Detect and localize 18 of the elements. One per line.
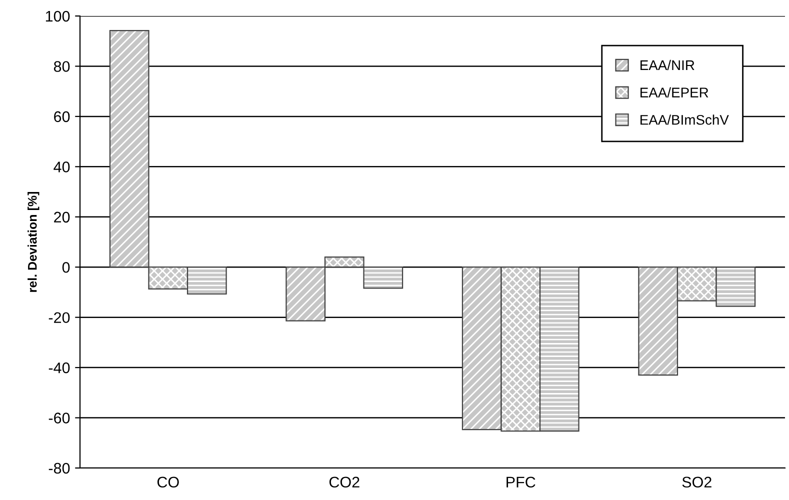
y-axis-title: rel. Deviation [%] [28,192,40,292]
x-tick-label: CO [157,476,179,488]
x-tick-label: PFC [506,476,536,488]
y-tick-label: 20 [54,212,70,223]
y-tick-label: 40 [54,162,70,172]
legend-label: EAA/BImSchV [640,114,729,125]
legend-label: EAA/EPER [640,87,708,98]
x-tick-label: CO2 [329,476,360,488]
y-tick-label: 100 [46,10,70,22]
y-tick-label: -40 [48,362,70,374]
legend-label: EAA/NIR [640,60,694,70]
y-tick-label: 0 [62,262,70,273]
x-tick-label: SO2 [682,476,712,488]
y-tick-label: -80 [48,462,70,474]
y-tick-label: 60 [54,111,70,122]
y-tick-label: -60 [48,412,70,424]
y-tick-label: 80 [54,61,70,72]
y-tick-label: -20 [48,312,70,324]
